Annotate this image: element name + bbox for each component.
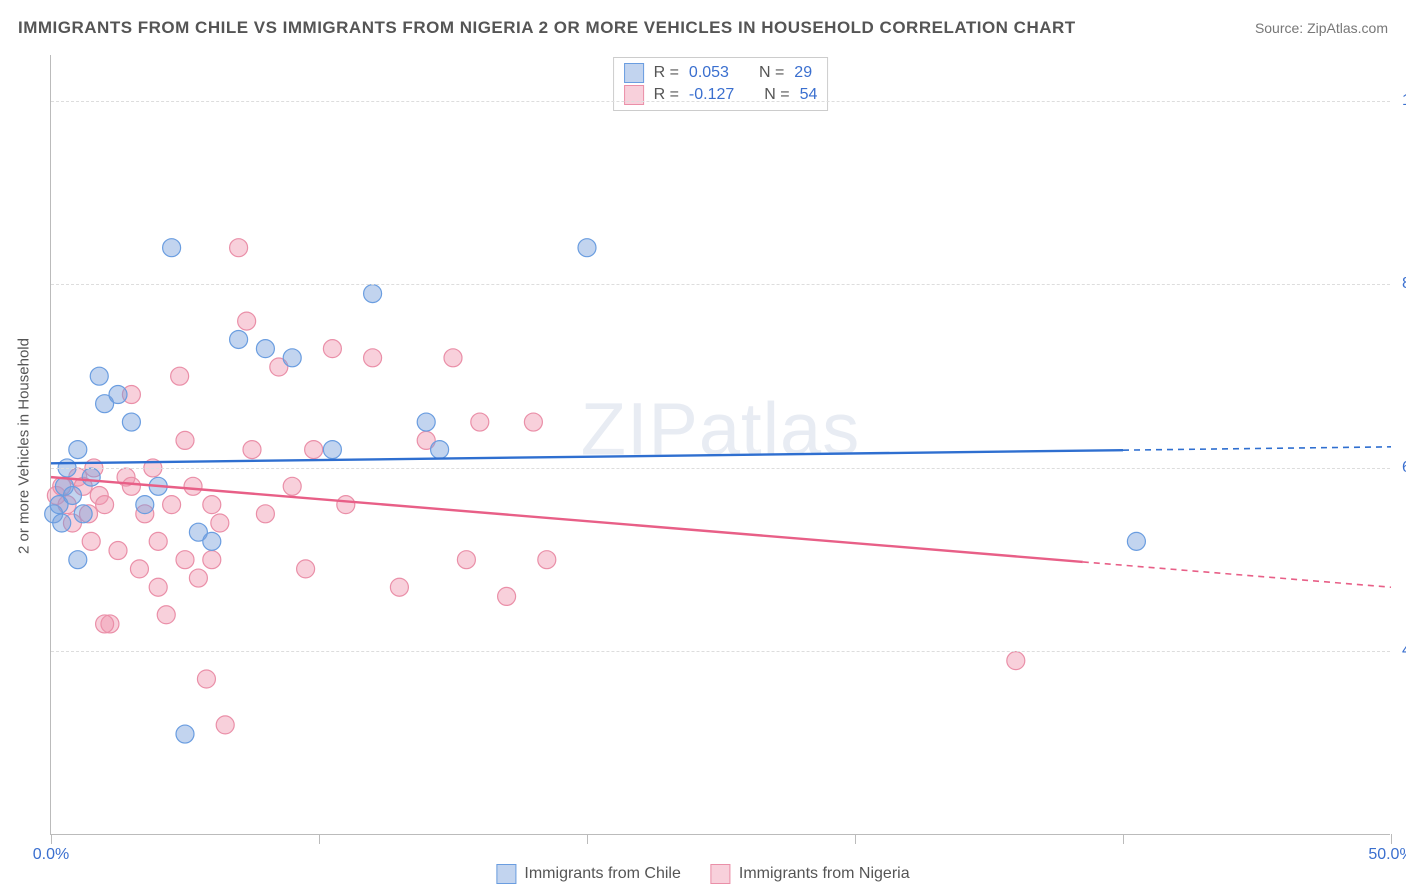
data-point [203, 551, 221, 569]
data-point [578, 239, 596, 257]
data-point [176, 725, 194, 743]
regression-line [1123, 447, 1391, 450]
data-point [176, 551, 194, 569]
y-tick-label: 60.0% [1394, 459, 1406, 477]
data-point [256, 505, 274, 523]
data-point [431, 441, 449, 459]
data-point [130, 560, 148, 578]
swatch-nigeria [711, 864, 731, 884]
data-point [90, 367, 108, 385]
x-tick [1391, 834, 1392, 844]
x-tick [319, 834, 320, 844]
regression-line [51, 477, 1083, 562]
data-point [149, 532, 167, 550]
data-point [109, 386, 127, 404]
data-point [69, 551, 87, 569]
data-point [283, 349, 301, 367]
y-tick-label: 80.0% [1394, 275, 1406, 293]
legend-series: Immigrants from Chile Immigrants from Ni… [496, 864, 909, 884]
data-point [230, 239, 248, 257]
data-point [538, 551, 556, 569]
data-point [337, 496, 355, 514]
data-point [149, 578, 167, 596]
chart-svg [51, 55, 1390, 834]
data-point [364, 285, 382, 303]
grid-line [51, 651, 1390, 652]
data-point [216, 716, 234, 734]
legend-label-chile: Immigrants from Chile [524, 865, 680, 883]
data-point [230, 330, 248, 348]
data-point [82, 468, 100, 486]
data-point [157, 606, 175, 624]
plot-area: ZIPatlas R = 0.053 N = 29 R = -0.127 N =… [50, 55, 1390, 835]
x-tick [1123, 834, 1124, 844]
data-point [1007, 652, 1025, 670]
regression-line [51, 450, 1123, 463]
data-point [524, 413, 542, 431]
data-point [197, 670, 215, 688]
data-point [109, 542, 127, 560]
data-point [53, 514, 71, 532]
chart-title: IMMIGRANTS FROM CHILE VS IMMIGRANTS FROM… [18, 18, 1076, 38]
data-point [1127, 532, 1145, 550]
data-point [122, 413, 140, 431]
x-tick-label-left: 0.0% [33, 846, 69, 864]
data-point [69, 441, 87, 459]
grid-line [51, 284, 1390, 285]
data-point [176, 431, 194, 449]
data-point [243, 441, 261, 459]
legend-item-nigeria: Immigrants from Nigeria [711, 864, 910, 884]
data-point [163, 496, 181, 514]
data-point [82, 532, 100, 550]
data-point [171, 367, 189, 385]
data-point [203, 532, 221, 550]
data-point [96, 615, 114, 633]
grid-line [51, 468, 1390, 469]
data-point [498, 587, 516, 605]
data-point [323, 340, 341, 358]
data-point [163, 239, 181, 257]
data-point [122, 477, 140, 495]
data-point [96, 496, 114, 514]
x-tick [587, 834, 588, 844]
x-tick [51, 834, 52, 844]
data-point [211, 514, 229, 532]
swatch-chile [496, 864, 516, 884]
data-point [283, 477, 301, 495]
data-point [203, 496, 221, 514]
data-point [189, 569, 207, 587]
y-tick-label: 100.0% [1394, 92, 1406, 110]
data-point [256, 340, 274, 358]
data-point [390, 578, 408, 596]
y-axis-title: 2 or more Vehicles in Household [16, 338, 33, 554]
data-point [305, 441, 323, 459]
legend-label-nigeria: Immigrants from Nigeria [739, 865, 910, 883]
data-point [297, 560, 315, 578]
data-point [238, 312, 256, 330]
data-point [74, 505, 92, 523]
data-point [323, 441, 341, 459]
source-label: Source: ZipAtlas.com [1255, 20, 1388, 36]
data-point [136, 496, 154, 514]
data-point [184, 477, 202, 495]
data-point [471, 413, 489, 431]
grid-line [51, 101, 1390, 102]
y-tick-label: 40.0% [1394, 642, 1406, 660]
x-tick [855, 834, 856, 844]
data-point [63, 486, 81, 504]
legend-item-chile: Immigrants from Chile [496, 864, 680, 884]
x-tick-label-right: 50.0% [1368, 846, 1406, 864]
regression-line [1083, 562, 1391, 587]
data-point [444, 349, 462, 367]
data-point [364, 349, 382, 367]
data-point [457, 551, 475, 569]
data-point [417, 413, 435, 431]
